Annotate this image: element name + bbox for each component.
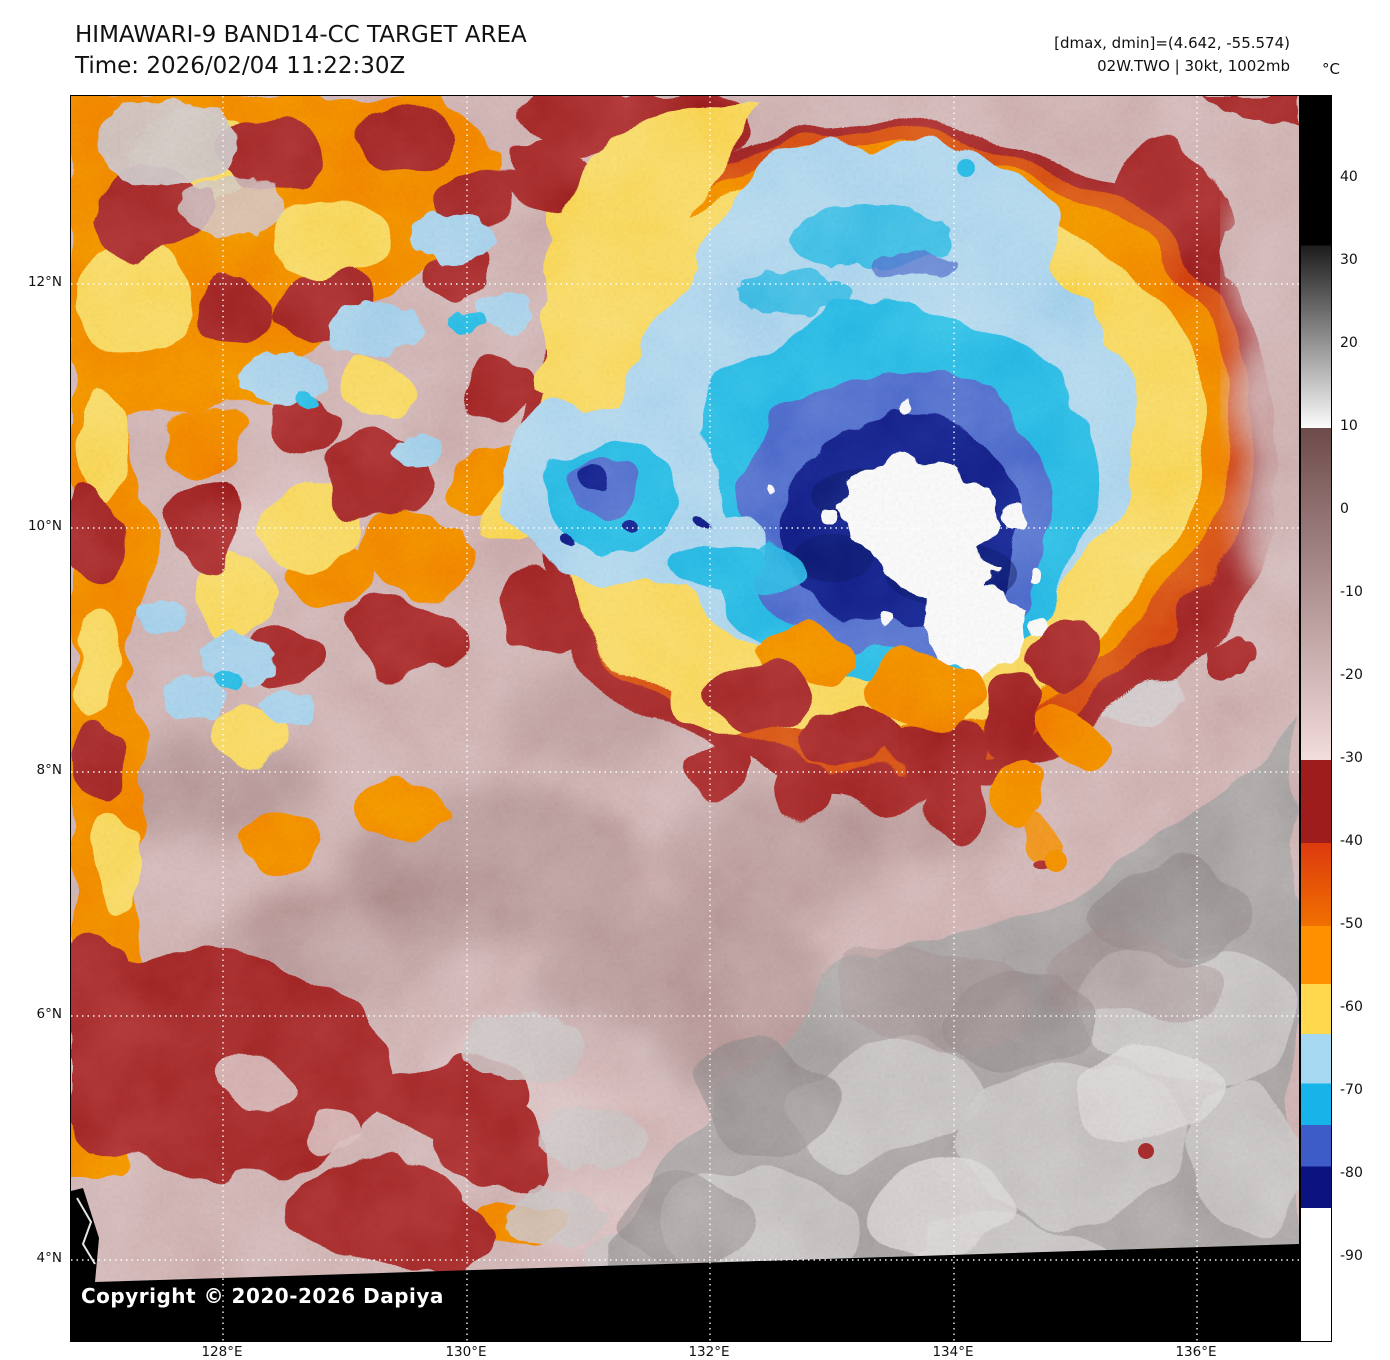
colorbar-gradient [1301, 96, 1331, 1341]
colorbar-tick-label: -70 [1340, 1082, 1363, 1098]
colorbar-tick-label: -10 [1340, 584, 1363, 600]
plot-title: HIMAWARI-9 BAND14-CC TARGET AREA Time: 20… [75, 20, 527, 82]
lon-label: 134°E [932, 1344, 974, 1360]
lat-label: 6°N [36, 1006, 62, 1022]
grain-texture-overlay [71, 96, 1299, 1341]
colorbar-tick-label: 0 [1340, 501, 1349, 517]
colorbar-tick-label: -20 [1340, 667, 1363, 683]
colorbar-tick-label: -50 [1340, 916, 1363, 932]
lon-label: 130°E [445, 1344, 487, 1360]
colorbar-tick-label: -40 [1340, 833, 1363, 849]
colorbar-tick-label: 10 [1340, 418, 1358, 434]
storm-info: [dmax, dmin]=(4.642, -55.574) 02W.TWO | 3… [1054, 32, 1290, 79]
title-line1: HIMAWARI-9 BAND14-CC TARGET AREA [75, 22, 527, 48]
title-line2: Time: 2026/02/04 11:22:30Z [75, 53, 406, 80]
colorbar-unit-label: °C [1322, 60, 1340, 78]
colorbar-tick-label: 20 [1340, 335, 1358, 351]
colorbar-tick-label: 40 [1340, 169, 1358, 185]
lat-label: 4°N [36, 1250, 62, 1266]
colorbar-tick-label: -80 [1340, 1165, 1363, 1181]
colorbar-ticks: 40 30 20 10 0 -10 -20 -30 -40 -50 -60 -70 -80 -90 [1340, 0, 1390, 1359]
lon-label: 128°E [201, 1344, 243, 1360]
lon-label: 136°E [1175, 1344, 1217, 1360]
dmax-dmin-text: [dmax, dmin]=(4.642, -55.574) [1054, 34, 1290, 52]
satellite-image [71, 96, 1299, 1341]
colorbar-tick-label: 30 [1340, 252, 1358, 268]
copyright-text: Copyright © 2020-2026 Dapiya [81, 1284, 444, 1308]
lat-label: 8°N [36, 762, 62, 778]
lon-label: 132°E [688, 1344, 730, 1360]
gridlines [71, 96, 1299, 1341]
satellite-map: Copyright © 2020-2026 Dapiya [70, 95, 1300, 1342]
colorbar [1300, 95, 1332, 1342]
scan-edge-black [71, 1188, 1299, 1341]
lat-label: 12°N [27, 274, 62, 290]
colorbar-tick-label: -90 [1340, 1248, 1363, 1264]
colorbar-tick-label: -60 [1340, 999, 1363, 1015]
latitude-axis-labels: 12°N 10°N 8°N 6°N 4°N [0, 0, 66, 1359]
lat-label: 10°N [27, 518, 62, 534]
storm-id-text: 02W.TWO | 30kt, 1002mb [1097, 57, 1290, 76]
colorbar-tick-label: -30 [1340, 750, 1363, 766]
coastline-fragment [76, 1197, 96, 1265]
